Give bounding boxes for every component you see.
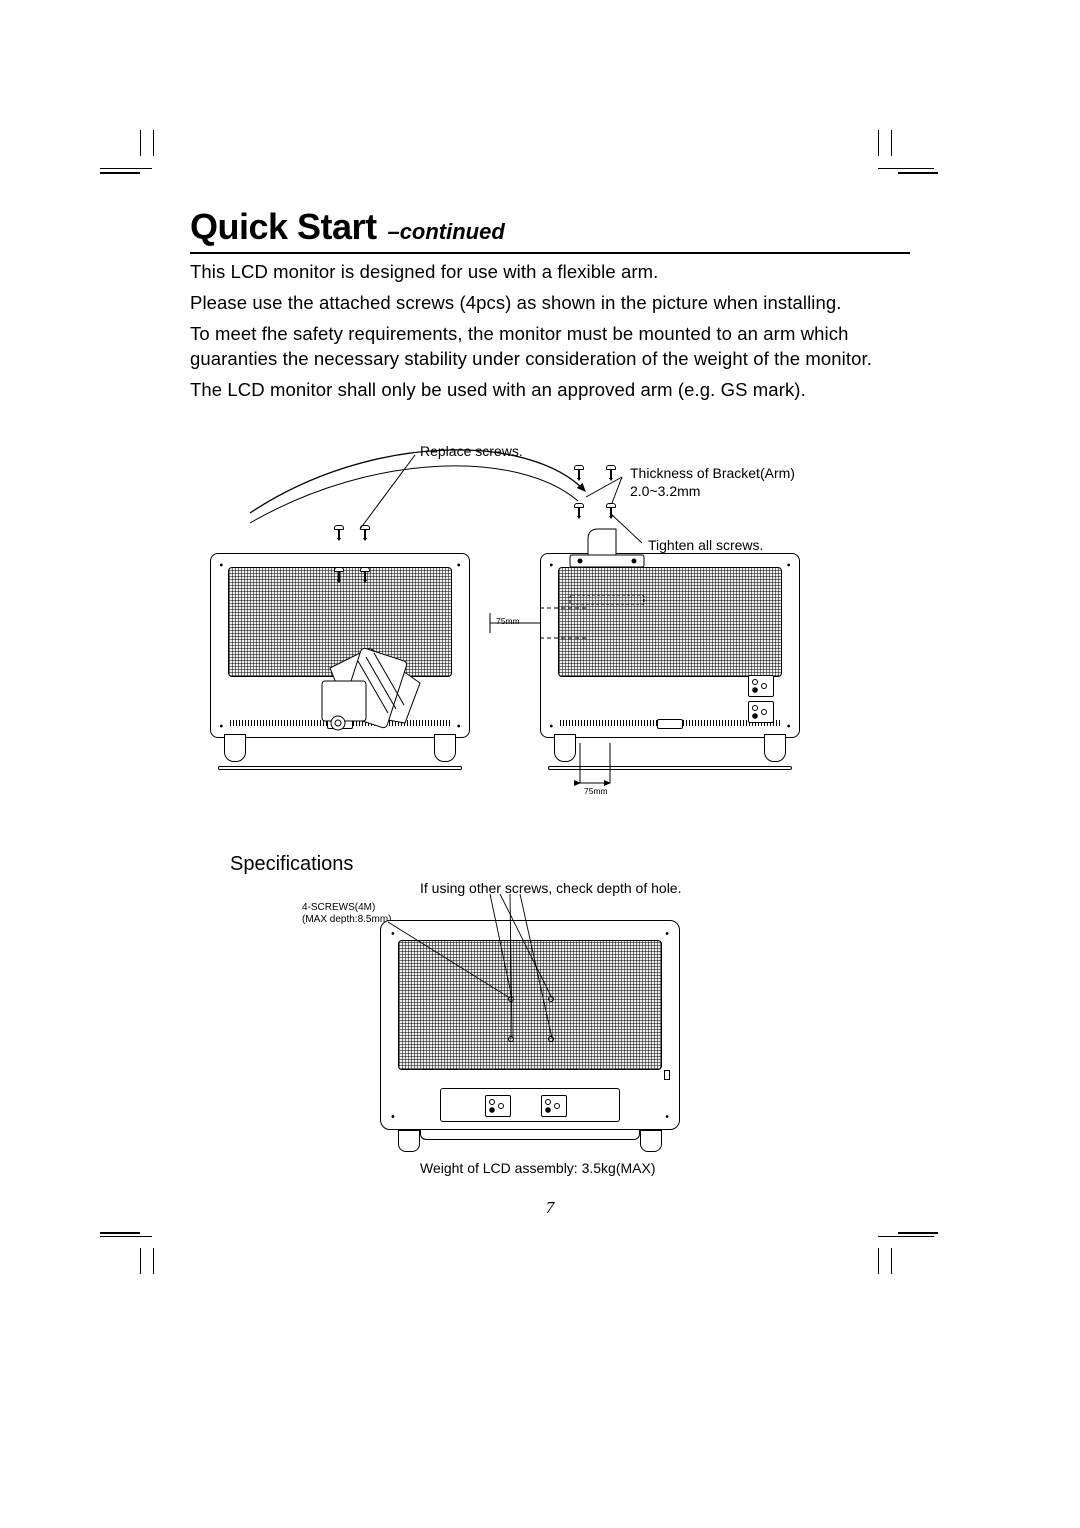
page-number: 7 — [190, 1198, 910, 1218]
label-thickness-l2: 2.0~3.2mm — [630, 483, 700, 500]
diagram-monitor-right — [540, 553, 800, 738]
paragraph: To meet fhe safety requirements, the mon… — [190, 322, 910, 372]
figure-specifications: If using other screws, check depth of ho… — [190, 880, 910, 1190]
screw-icon — [360, 525, 370, 539]
paragraph: The LCD monitor shall only be used with … — [190, 378, 910, 403]
label-75mm-a: 75mm — [496, 617, 520, 626]
screw-icon — [334, 567, 344, 581]
label-75mm-b: 75mm — [584, 787, 608, 796]
diagram-monitor-left — [210, 553, 470, 738]
screw-icon — [360, 567, 370, 581]
paragraph: This LCD monitor is designed for use wit… — [190, 260, 910, 285]
vesa-hole-icon — [508, 1036, 514, 1042]
vesa-hole-icon — [508, 996, 514, 1002]
screw-icon — [334, 525, 344, 539]
label-screw-note-l2: (MAX depth:8.5mm) — [302, 914, 391, 925]
label-replace-screws: Replace screws. — [420, 443, 523, 460]
screw-icon — [606, 465, 616, 479]
title-continued: –continued — [387, 219, 504, 244]
label-thickness-l1: Thickness of Bracket(Arm) — [630, 465, 795, 482]
screw-icon — [574, 465, 584, 479]
page-content: Quick Start –continued This LCD monitor … — [190, 206, 910, 1218]
label-screw-note-l1: 4-SCREWS(4M) — [302, 902, 375, 913]
label-check-depth: If using other screws, check depth of ho… — [420, 880, 681, 897]
specifications-heading: Specifications — [230, 853, 910, 876]
vesa-hole-icon — [548, 996, 554, 1002]
title-main: Quick Start — [190, 206, 377, 247]
screw-icon — [574, 503, 584, 517]
vesa-hole-icon — [548, 1036, 554, 1042]
paragraph: Please use the attached screws (4pcs) as… — [190, 291, 910, 316]
screw-icon — [606, 503, 616, 517]
diagram-monitor-rear — [380, 920, 680, 1130]
page-title: Quick Start –continued — [190, 206, 910, 254]
figure-mounting: Replace screws. — [190, 443, 910, 823]
label-weight: Weight of LCD assembly: 3.5kg(MAX) — [420, 1160, 656, 1177]
label-tighten: Tighten all screws. — [648, 537, 763, 554]
